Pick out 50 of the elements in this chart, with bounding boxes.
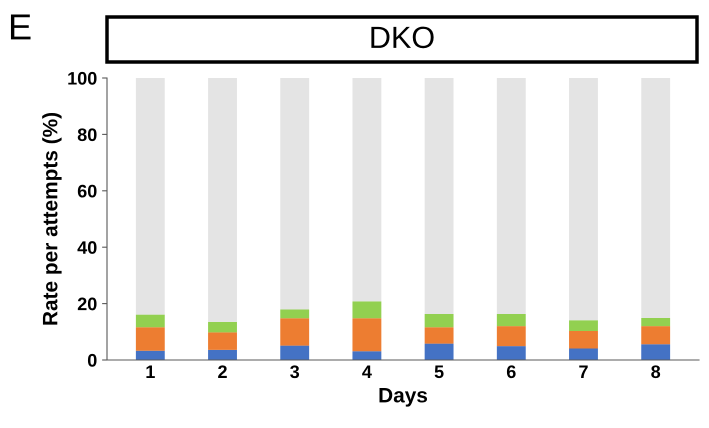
x-tick-label: 7 <box>579 366 588 378</box>
chart-title: DKO <box>371 26 434 48</box>
x-tick-label: 6 <box>506 365 516 378</box>
bar <box>641 326 670 344</box>
bar <box>496 314 526 326</box>
x-tick-label: 5 <box>434 366 444 378</box>
bar <box>136 78 165 315</box>
y-tick-label: 40 <box>77 241 97 254</box>
bar <box>424 78 454 314</box>
text: E <box>10 14 31 40</box>
bar <box>280 346 310 360</box>
bar <box>352 78 382 302</box>
bar <box>641 344 670 360</box>
bar <box>569 320 598 331</box>
bar <box>280 318 310 346</box>
y-tick-label: 20 <box>78 298 97 310</box>
bar <box>496 326 526 346</box>
x-tick-label: 8 <box>651 365 660 378</box>
bar <box>208 322 237 332</box>
y-tick-label: 60 <box>78 184 97 198</box>
x-tick-label: 3 <box>290 365 300 378</box>
bar <box>280 310 310 318</box>
x-axis-title: Days <box>379 388 428 407</box>
bar <box>208 350 237 360</box>
bar <box>208 78 237 322</box>
bar <box>641 78 670 318</box>
bar <box>569 330 598 348</box>
y-tick-label: 80 <box>78 128 97 142</box>
x-tick-label: 2 <box>218 365 227 378</box>
y-tick-label: 100 <box>68 72 97 85</box>
bar <box>569 348 598 360</box>
bar <box>496 346 526 360</box>
bar <box>424 344 454 360</box>
bar <box>352 318 382 352</box>
bar <box>641 318 670 326</box>
y-axis-title: Rate per attempts (%) <box>42 112 62 325</box>
x-tick-label: 1 <box>146 366 155 378</box>
y-tick-label: 0 <box>88 354 97 367</box>
bar <box>424 314 454 328</box>
bar <box>136 350 165 360</box>
bar <box>280 78 310 310</box>
bar <box>208 332 237 350</box>
bar <box>352 351 382 360</box>
bar <box>352 301 382 318</box>
bar <box>569 78 598 320</box>
bar <box>424 327 454 344</box>
bar <box>136 327 165 351</box>
bar <box>136 314 165 328</box>
x-tick-label: 4 <box>362 366 372 378</box>
bar <box>496 78 526 314</box>
